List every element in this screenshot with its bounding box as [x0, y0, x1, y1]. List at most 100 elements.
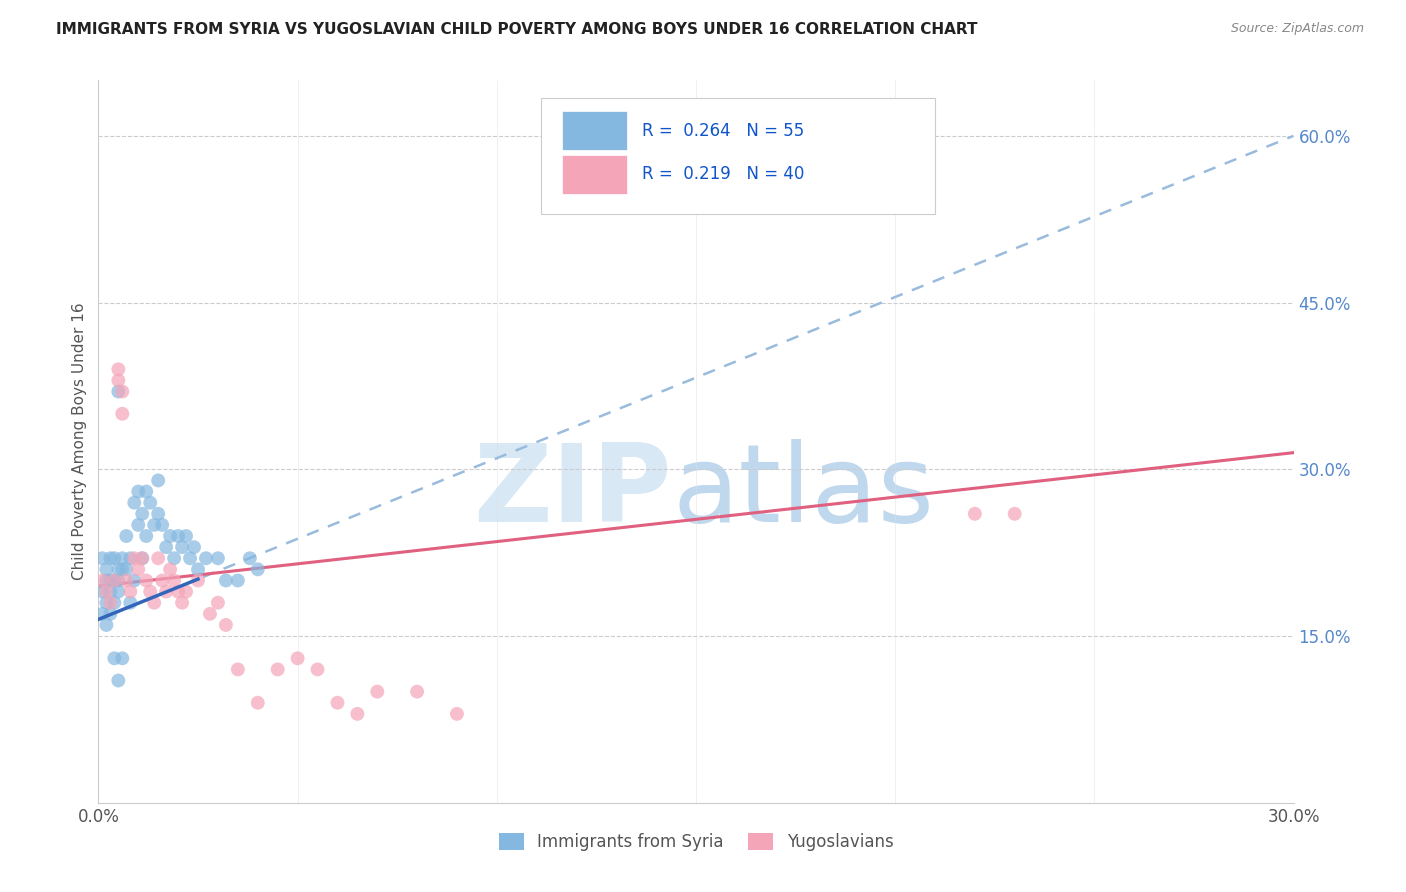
Point [143, 517, 166, 532]
Point [198, 607, 221, 621]
Point [107, 562, 129, 576]
Point [107, 574, 129, 588]
Point [287, 651, 309, 665]
Point [172, 596, 194, 610]
Point [131, 551, 153, 566]
Point [131, 507, 153, 521]
Point [96, 618, 118, 632]
Point [115, 574, 138, 588]
Point [226, 574, 249, 588]
Point [91, 607, 114, 621]
Point [366, 684, 388, 698]
Point [326, 696, 349, 710]
Point [446, 706, 468, 721]
Text: R =  0.264   N = 55: R = 0.264 N = 55 [643, 122, 804, 140]
Point [155, 540, 177, 554]
Point [143, 596, 166, 610]
Point [183, 540, 205, 554]
Point [155, 584, 177, 599]
Point [187, 574, 209, 588]
Point [179, 551, 201, 566]
Point [148, 507, 170, 521]
Point [111, 651, 134, 665]
Point [107, 673, 129, 688]
Point [91, 574, 114, 588]
Point [124, 496, 146, 510]
Point [139, 584, 162, 599]
Text: ZIP: ZIP [474, 439, 672, 545]
FancyBboxPatch shape [562, 112, 627, 151]
Point [98, 607, 122, 621]
Point [207, 551, 229, 566]
Point [111, 551, 134, 566]
Point [307, 662, 329, 676]
Point [96, 596, 118, 610]
Point [120, 596, 142, 610]
Point [107, 362, 129, 376]
FancyBboxPatch shape [541, 98, 935, 214]
Point [159, 562, 181, 576]
Point [195, 551, 218, 566]
Point [167, 529, 190, 543]
Point [346, 706, 368, 721]
Point [111, 407, 134, 421]
Point [103, 651, 125, 665]
Point [91, 551, 114, 566]
Point [107, 584, 129, 599]
Point [96, 584, 118, 599]
Legend: Immigrants from Syria, Yugoslavians: Immigrants from Syria, Yugoslavians [491, 825, 901, 860]
Point [103, 574, 125, 588]
Point [103, 596, 125, 610]
Point [124, 551, 146, 566]
Point [124, 574, 146, 588]
Point [163, 574, 186, 588]
Point [120, 584, 142, 599]
Point [103, 574, 125, 588]
Point [98, 574, 122, 588]
Point [150, 517, 173, 532]
Point [135, 574, 157, 588]
FancyBboxPatch shape [562, 154, 627, 194]
Point [120, 551, 142, 566]
Point [91, 584, 114, 599]
Point [115, 529, 138, 543]
Point [139, 496, 162, 510]
Point [111, 562, 134, 576]
Point [107, 373, 129, 387]
Point [115, 562, 138, 576]
Point [207, 596, 229, 610]
Point [103, 551, 125, 566]
Point [127, 562, 149, 576]
Point [239, 551, 262, 566]
Point [172, 540, 194, 554]
Point [98, 551, 122, 566]
Point [215, 618, 238, 632]
Point [98, 596, 122, 610]
Point [174, 584, 197, 599]
Point [111, 384, 134, 399]
Text: atlas: atlas [672, 439, 934, 545]
Point [150, 574, 173, 588]
Point [131, 551, 153, 566]
Text: IMMIGRANTS FROM SYRIA VS YUGOSLAVIAN CHILD POVERTY AMONG BOYS UNDER 16 CORRELATI: IMMIGRANTS FROM SYRIA VS YUGOSLAVIAN CHI… [56, 22, 977, 37]
Point [963, 507, 986, 521]
Point [246, 562, 269, 576]
Point [246, 696, 269, 710]
Point [148, 474, 170, 488]
Point [163, 551, 186, 566]
Point [1004, 507, 1026, 521]
Point [96, 574, 118, 588]
Point [159, 529, 181, 543]
Point [127, 484, 149, 499]
Point [107, 384, 129, 399]
Point [96, 562, 118, 576]
Point [406, 684, 429, 698]
Y-axis label: Child Poverty Among Boys Under 16: Child Poverty Among Boys Under 16 [72, 302, 87, 581]
Point [267, 662, 290, 676]
Point [135, 529, 157, 543]
Point [187, 562, 209, 576]
Point [215, 574, 238, 588]
Point [127, 517, 149, 532]
Point [135, 484, 157, 499]
Point [174, 529, 197, 543]
